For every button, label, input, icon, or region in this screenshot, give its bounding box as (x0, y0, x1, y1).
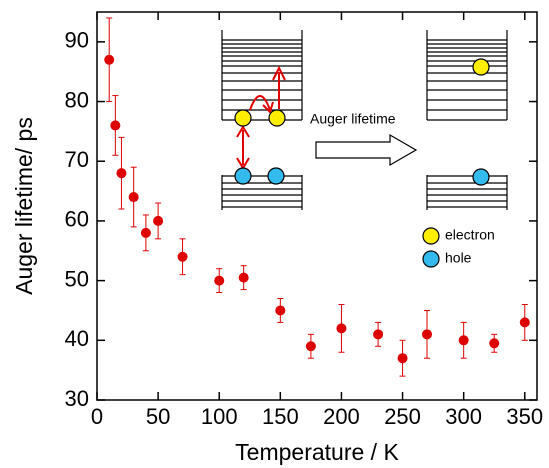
data-point (140, 227, 151, 238)
data-point (489, 338, 500, 349)
x-tick-label: 50 (146, 404, 170, 429)
data-point (153, 215, 164, 226)
carrier (234, 109, 252, 127)
carrier (472, 58, 490, 76)
data-point (104, 54, 115, 65)
arrow-head (272, 65, 286, 81)
y-tick-label: 80 (65, 87, 89, 112)
data-point (110, 120, 121, 131)
carrier (267, 167, 285, 185)
data-point (373, 329, 384, 340)
x-tick-label: 200 (323, 404, 360, 429)
y-tick-label: 50 (65, 266, 89, 291)
data-point (177, 251, 188, 262)
transfer-arrow (315, 133, 418, 167)
data-point (519, 317, 530, 328)
y-tick-label: 90 (65, 28, 89, 53)
data-point (305, 341, 316, 352)
x-tick-label: 150 (262, 404, 299, 429)
data-point (336, 323, 347, 334)
data-point (238, 272, 249, 283)
carrier (268, 109, 286, 127)
carrier (472, 168, 490, 186)
annotation: Auger lifetime (310, 111, 396, 127)
y-tick-label: 70 (65, 147, 89, 172)
x-axis-label: Temperature / K (235, 439, 399, 465)
data-point (275, 305, 286, 316)
carrier (234, 167, 252, 185)
y-axis-label: Auger lifetime/ ps (11, 117, 37, 295)
plot-frame (96, 11, 538, 401)
y-tick-label: 40 (65, 326, 89, 351)
y-tick-label: 60 (65, 207, 89, 232)
data-point (116, 168, 127, 179)
data-point (422, 329, 432, 340)
arrow (249, 95, 271, 111)
x-tick-label: 100 (201, 404, 238, 429)
data-point (128, 192, 139, 203)
data-point (397, 353, 408, 364)
arrow-head (262, 101, 274, 114)
x-tick-label: 350 (506, 404, 543, 429)
legend-label: hole (445, 250, 472, 266)
y-tick-label: 30 (65, 386, 89, 411)
data-point (214, 275, 225, 286)
x-tick-label: 0 (91, 404, 103, 429)
legend-label: electron (445, 227, 495, 243)
carrier (422, 250, 440, 268)
data-point (458, 335, 469, 346)
x-tick-label: 300 (445, 404, 482, 429)
x-tick-label: 250 (384, 404, 421, 429)
carrier (422, 227, 440, 245)
